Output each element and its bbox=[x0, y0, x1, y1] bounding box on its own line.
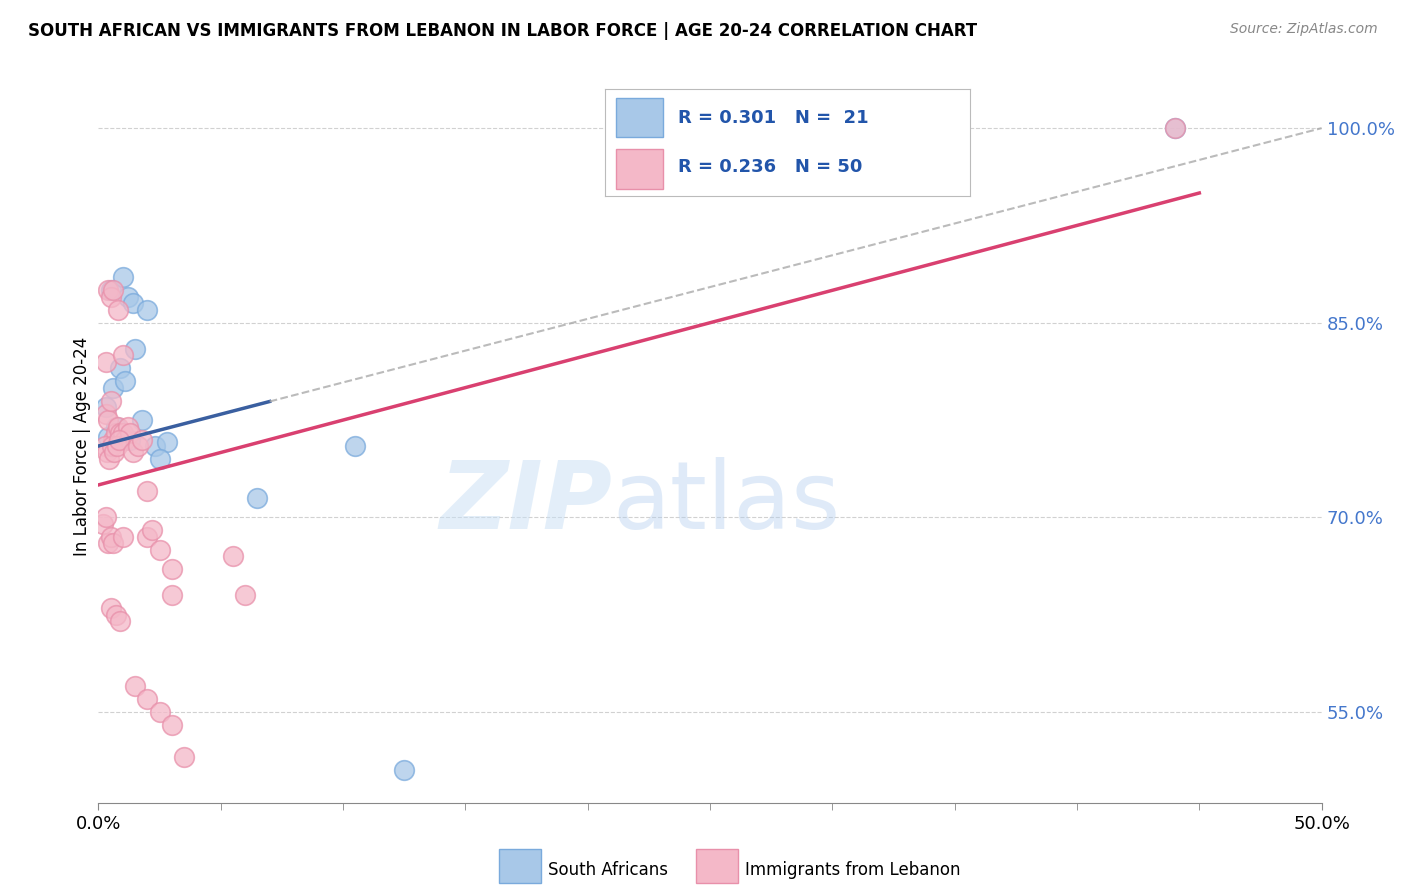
Point bbox=[100, 283, 122, 297]
Point bbox=[173, 750, 195, 764]
Point bbox=[121, 296, 143, 310]
Point bbox=[105, 439, 128, 453]
Point bbox=[100, 601, 122, 615]
Point bbox=[110, 425, 132, 440]
Point bbox=[104, 607, 127, 622]
Point bbox=[97, 283, 120, 297]
Point bbox=[160, 718, 183, 732]
Point bbox=[131, 433, 153, 447]
Point bbox=[104, 419, 127, 434]
Point bbox=[108, 433, 131, 447]
Point bbox=[136, 692, 159, 706]
Point bbox=[124, 342, 146, 356]
Point bbox=[131, 413, 153, 427]
Point bbox=[149, 705, 172, 719]
Point bbox=[104, 425, 127, 440]
Point bbox=[103, 445, 125, 459]
Point bbox=[233, 588, 256, 602]
Text: R = 0.236   N = 50: R = 0.236 N = 50 bbox=[678, 159, 862, 177]
Point bbox=[93, 439, 115, 453]
Text: South Africans: South Africans bbox=[548, 861, 668, 879]
Text: Immigrants from Lebanon: Immigrants from Lebanon bbox=[745, 861, 960, 879]
Point bbox=[100, 393, 122, 408]
Point bbox=[97, 413, 120, 427]
Point bbox=[101, 381, 124, 395]
Point bbox=[120, 433, 142, 447]
Point bbox=[101, 283, 124, 297]
Point bbox=[117, 419, 139, 434]
Point bbox=[100, 290, 122, 304]
Point bbox=[114, 433, 136, 447]
Point bbox=[222, 549, 245, 564]
Point bbox=[1164, 121, 1187, 136]
Point bbox=[156, 435, 179, 450]
Point bbox=[246, 491, 269, 505]
Y-axis label: In Labor Force | Age 20-24: In Labor Force | Age 20-24 bbox=[73, 336, 91, 556]
Point bbox=[111, 425, 134, 440]
Point bbox=[94, 510, 117, 524]
Point bbox=[120, 425, 142, 440]
Point bbox=[121, 445, 143, 459]
Point bbox=[136, 530, 159, 544]
Point bbox=[101, 439, 124, 453]
Point bbox=[160, 562, 183, 576]
Point bbox=[160, 588, 183, 602]
Point bbox=[117, 290, 139, 304]
Point bbox=[94, 354, 117, 368]
Point bbox=[107, 302, 129, 317]
Point bbox=[110, 361, 132, 376]
Point bbox=[96, 445, 118, 459]
Point bbox=[111, 348, 134, 362]
Text: ZIP: ZIP bbox=[439, 457, 612, 549]
Point bbox=[141, 524, 163, 538]
Point bbox=[114, 374, 136, 388]
Point bbox=[94, 407, 117, 421]
Text: Source: ZipAtlas.com: Source: ZipAtlas.com bbox=[1230, 22, 1378, 37]
Point bbox=[94, 400, 117, 414]
Point bbox=[91, 516, 114, 531]
Point bbox=[1164, 121, 1187, 136]
Point bbox=[101, 536, 124, 550]
Point bbox=[136, 484, 159, 499]
Point bbox=[149, 452, 172, 467]
Point bbox=[111, 530, 134, 544]
Point bbox=[143, 439, 166, 453]
Text: SOUTH AFRICAN VS IMMIGRANTS FROM LEBANON IN LABOR FORCE | AGE 20-24 CORRELATION : SOUTH AFRICAN VS IMMIGRANTS FROM LEBANON… bbox=[28, 22, 977, 40]
Point bbox=[100, 530, 122, 544]
Point bbox=[101, 433, 124, 447]
Text: atlas: atlas bbox=[612, 457, 841, 549]
FancyBboxPatch shape bbox=[616, 149, 664, 189]
Point bbox=[97, 536, 120, 550]
Text: R = 0.301   N =  21: R = 0.301 N = 21 bbox=[678, 109, 869, 127]
Point bbox=[124, 679, 146, 693]
Point bbox=[107, 419, 129, 434]
Point bbox=[127, 439, 149, 453]
Point bbox=[149, 542, 172, 557]
Point bbox=[111, 270, 134, 285]
Point bbox=[344, 439, 367, 453]
FancyBboxPatch shape bbox=[616, 98, 664, 137]
Point bbox=[97, 430, 120, 444]
Point bbox=[392, 764, 416, 778]
Point bbox=[110, 614, 132, 628]
Point bbox=[98, 452, 121, 467]
Point bbox=[136, 302, 159, 317]
